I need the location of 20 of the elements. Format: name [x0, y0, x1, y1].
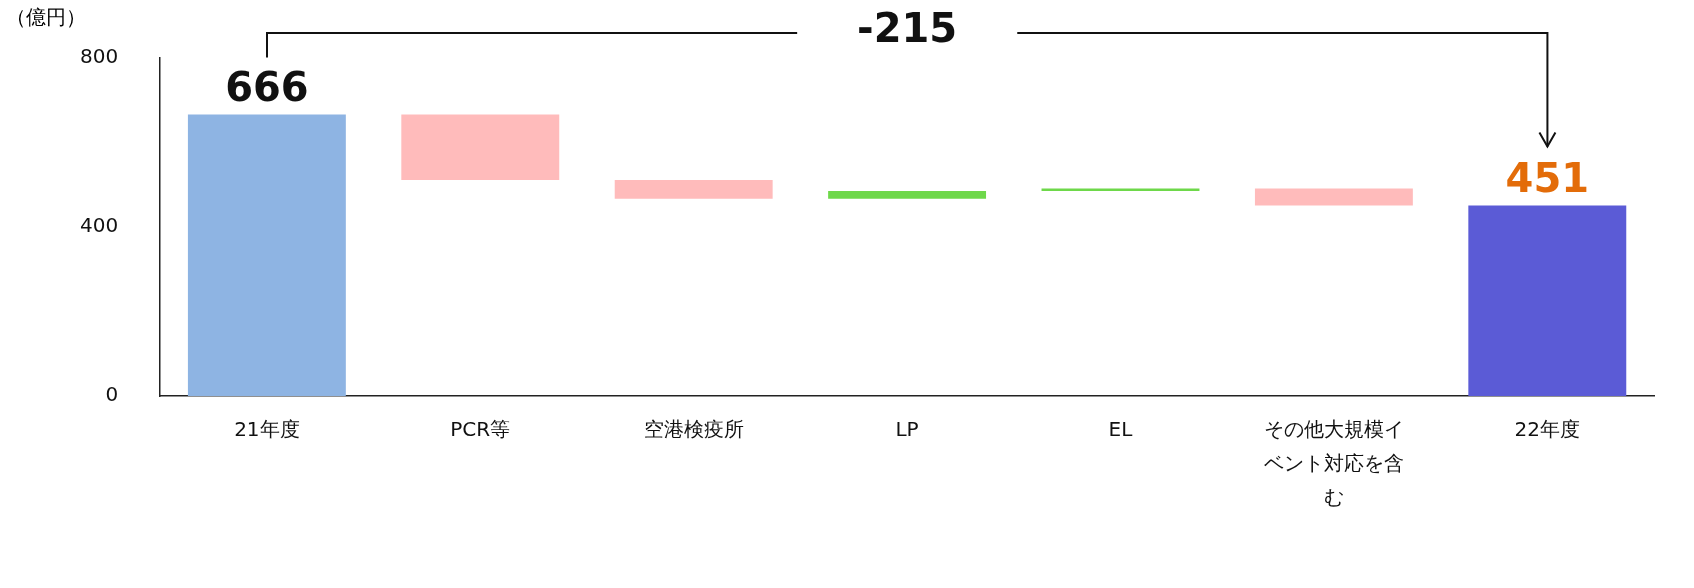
bar — [614, 180, 773, 199]
data-label: 451 — [1505, 154, 1590, 201]
bar — [187, 114, 346, 396]
bar — [1468, 205, 1627, 396]
x-tick-label: LP — [894, 416, 920, 443]
x-tick-label: 21年度 — [233, 416, 301, 443]
text: -215 — [857, 5, 958, 52]
bar — [401, 114, 560, 181]
x-tick-label: EL — [1107, 416, 1134, 443]
y-tick-label: 800 — [79, 44, 119, 69]
bar — [1254, 188, 1413, 206]
y-axis-title: （億円） — [6, 4, 86, 31]
y-tick-label: 0 — [105, 382, 119, 407]
bar — [828, 191, 987, 199]
x-tick-label: 22年度 — [1513, 416, 1581, 443]
x-tick-label: PCR等 — [449, 416, 512, 443]
x-tick-label: その他大規模イベント対応を含む — [1262, 416, 1405, 511]
data-label: 666 — [225, 64, 309, 111]
y-tick-label: 400 — [79, 213, 119, 238]
x-tick-label: 空港検疫所 — [642, 416, 745, 443]
